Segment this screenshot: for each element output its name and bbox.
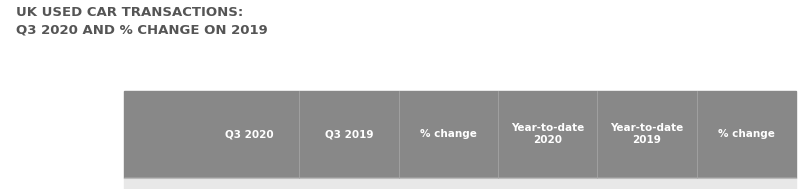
Text: Year-to-date
2019: Year-to-date 2019 [610, 123, 684, 145]
Text: % change: % change [420, 129, 477, 139]
Bar [124, 91, 796, 178]
Text: Q3 2019: Q3 2019 [325, 129, 374, 139]
Bar [124, 178, 796, 189]
Text: Q3 2020: Q3 2020 [226, 129, 274, 139]
Text: Year-to-date
2020: Year-to-date 2020 [511, 123, 584, 145]
Text: UK USED CAR TRANSACTIONS:
Q3 2020 AND % CHANGE ON 2019: UK USED CAR TRANSACTIONS: Q3 2020 AND % … [16, 6, 268, 37]
Text: % change: % change [718, 129, 774, 139]
